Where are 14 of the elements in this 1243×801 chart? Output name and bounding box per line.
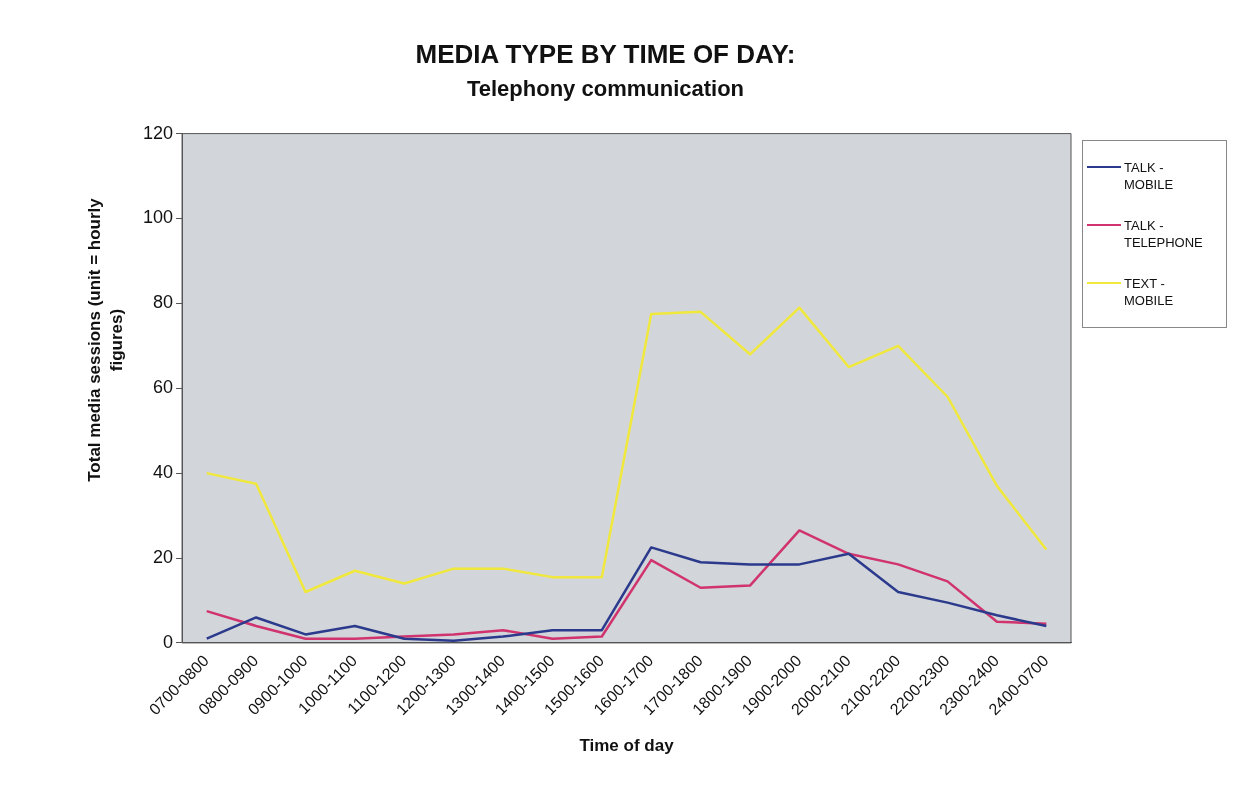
legend-label: TALK - MOBILE (1124, 159, 1175, 193)
legend-label: TEXT - MOBILE (1124, 275, 1175, 309)
y-tick-label: 0 (163, 631, 174, 652)
legend-label: TALK - TELEPHONE (1124, 217, 1204, 251)
y-tick-label: 40 (153, 462, 174, 483)
y-tick-label: 100 (142, 207, 174, 228)
y-axis-title: Total media sessions (unit = hourly figures) (84, 197, 127, 484)
x-axis-title: Time of day (579, 736, 675, 756)
y-tick-label: 20 (153, 547, 174, 567)
y-tick-label: 80 (153, 292, 174, 313)
y-tick-label: 60 (153, 377, 174, 398)
y-tick-label: 120 (142, 122, 174, 143)
chart-title: MEDIA TYPE BY TIME OF DAY: (415, 38, 796, 69)
chart-subtitle: Telephony communication (466, 76, 745, 102)
